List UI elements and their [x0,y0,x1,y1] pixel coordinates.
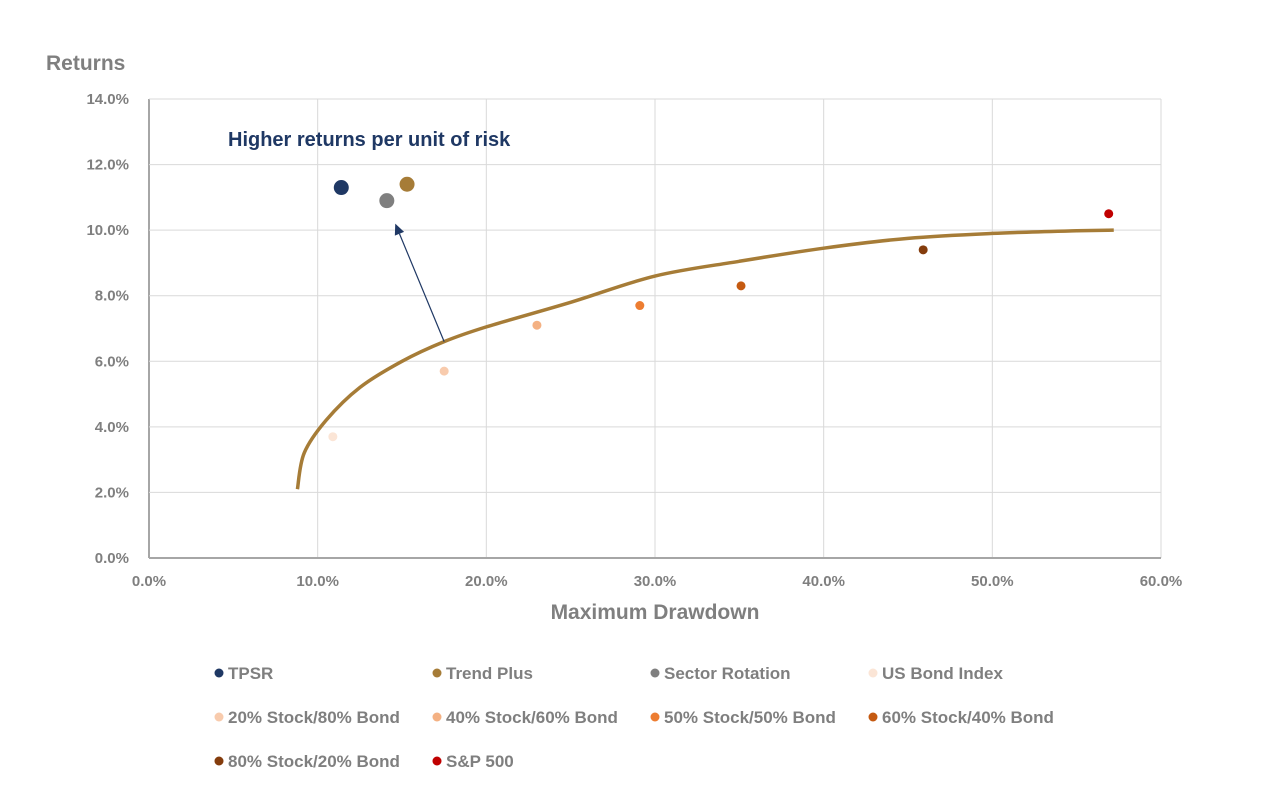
y-tick-labels: 0.0% 2.0% 4.0% 6.0% 8.0% 10.0% 12.0% 14.0% [86,91,129,567]
x-axis-title: Maximum Drawdown [551,601,760,624]
point-60-stock-40-bond [736,281,746,291]
y-tick-label: 0.0% [95,550,129,567]
frontier-curve-layer [295,228,1114,490]
annotation-text: Higher returns per unit of risk [228,129,511,151]
legend-marker [432,668,442,678]
y-tick-label: 10.0% [86,222,129,239]
point-sector-rotation [379,193,395,209]
legend-marker [214,756,224,766]
y-tick-label: 14.0% [86,91,129,108]
legend-marker [432,756,442,766]
x-tick-label: 50.0% [971,573,1014,590]
legend-label: 50% Stock/50% Bond [664,708,836,727]
legend-marker [432,712,442,722]
legend-label: US Bond Index [882,664,1003,683]
arrow-head [394,223,405,236]
y-axis-title: Returns [46,52,125,75]
point-s-p-500 [1104,209,1114,219]
grid [148,98,1162,559]
legend-marker [868,712,878,722]
legend-marker [868,668,878,678]
point-20-stock-80-bond [439,366,449,376]
x-tick-label: 60.0% [1140,573,1183,590]
y-tick-label: 4.0% [95,419,129,436]
x-tick-label: 40.0% [802,573,845,590]
arrow-layer [394,223,445,342]
point-us-bond-index [328,432,338,442]
y-tick-label: 2.0% [95,484,129,501]
x-tick-label: 30.0% [634,573,677,590]
y-tick-label: 8.0% [95,288,129,305]
x-tick-label: 0.0% [132,573,166,590]
x-tick-label: 10.0% [296,573,339,590]
legend-marker [650,712,660,722]
data-points [328,176,1114,442]
legend-label: Sector Rotation [664,664,791,683]
y-tick-label: 6.0% [95,353,129,370]
x-tick-label: 20.0% [465,573,508,590]
point-50-stock-50-bond [635,301,645,311]
point-tpsr [333,180,349,196]
point-80-stock-20-bond [918,245,928,255]
legend-label: TPSR [228,664,273,683]
legend-marker [214,668,224,678]
legend: TPSR Trend Plus Sector Rotation US Bond Ind… [214,664,1054,771]
point-trend-plus [399,176,415,192]
x-tick-labels: 0.0% 10.0% 20.0% 30.0% 40.0% 50.0% 60.0% [132,573,1182,590]
legend-label: 20% Stock/80% Bond [228,708,400,727]
legend-label: S&P 500 [446,752,514,771]
legend-label: 40% Stock/60% Bond [446,708,618,727]
efficient-frontier-curve [295,228,1114,490]
legend-marker [650,668,660,678]
legend-label: Trend Plus [446,664,533,683]
arrow-line [398,233,445,342]
legend-marker [214,712,224,722]
point-40-stock-60-bond [532,320,542,330]
legend-label: 80% Stock/20% Bond [228,752,400,771]
legend-label: 60% Stock/40% Bond [882,708,1054,727]
y-tick-label: 12.0% [86,157,129,174]
